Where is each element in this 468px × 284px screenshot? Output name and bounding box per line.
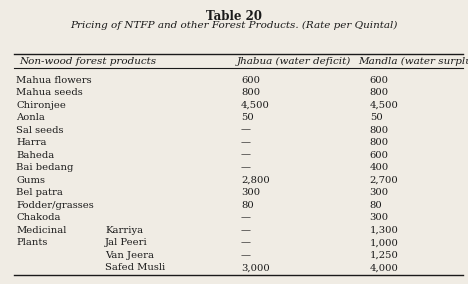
- Text: 300: 300: [370, 188, 389, 197]
- Text: —: —: [241, 238, 251, 247]
- Text: —: —: [241, 126, 251, 135]
- Text: 600: 600: [370, 151, 389, 160]
- Text: Pricing of NTFP and other Forest Products. (Rate per Quintal): Pricing of NTFP and other Forest Product…: [70, 21, 398, 30]
- Text: Table 20: Table 20: [206, 10, 262, 23]
- Text: 80: 80: [370, 201, 382, 210]
- Text: 800: 800: [370, 88, 389, 97]
- Text: 800: 800: [370, 126, 389, 135]
- Text: 3,000: 3,000: [241, 263, 270, 272]
- Text: —: —: [241, 251, 251, 260]
- Text: 2,800: 2,800: [241, 176, 270, 185]
- Text: Baheda: Baheda: [16, 151, 55, 160]
- Text: 800: 800: [370, 138, 389, 147]
- Text: Mahua seeds: Mahua seeds: [16, 88, 83, 97]
- Text: 4,500: 4,500: [241, 101, 270, 110]
- Text: 1,250: 1,250: [370, 251, 399, 260]
- Text: 1,000: 1,000: [370, 238, 399, 247]
- Text: Chakoda: Chakoda: [16, 213, 61, 222]
- Text: —: —: [241, 138, 251, 147]
- Text: —: —: [241, 213, 251, 222]
- Text: Safed Musli: Safed Musli: [105, 263, 166, 272]
- Text: Jal Peeri: Jal Peeri: [105, 238, 148, 247]
- Text: 1,300: 1,300: [370, 226, 399, 235]
- Text: Non-wood forest products: Non-wood forest products: [19, 57, 156, 66]
- Text: Bel patra: Bel patra: [16, 188, 63, 197]
- Text: 800: 800: [241, 88, 260, 97]
- Text: 600: 600: [241, 76, 260, 85]
- Text: Van Jeera: Van Jeera: [105, 251, 154, 260]
- Text: 4,500: 4,500: [370, 101, 399, 110]
- Text: 600: 600: [370, 76, 389, 85]
- Text: 400: 400: [370, 163, 389, 172]
- Text: Fodder/grasses: Fodder/grasses: [16, 201, 94, 210]
- Text: Chironjee: Chironjee: [16, 101, 66, 110]
- Text: 2,700: 2,700: [370, 176, 398, 185]
- Text: Gums: Gums: [16, 176, 45, 185]
- Text: Medicinal: Medicinal: [16, 226, 67, 235]
- Text: 50: 50: [241, 113, 254, 122]
- Text: —: —: [241, 226, 251, 235]
- Text: Mandla (water surplus): Mandla (water surplus): [358, 57, 468, 66]
- Text: 50: 50: [370, 113, 382, 122]
- Text: Sal seeds: Sal seeds: [16, 126, 64, 135]
- Text: Plants: Plants: [16, 238, 48, 247]
- Text: Bai bedang: Bai bedang: [16, 163, 74, 172]
- Text: Karriya: Karriya: [105, 226, 143, 235]
- Text: Harra: Harra: [16, 138, 47, 147]
- Text: —: —: [241, 163, 251, 172]
- Text: Mahua flowers: Mahua flowers: [16, 76, 92, 85]
- Text: 300: 300: [370, 213, 389, 222]
- Text: 300: 300: [241, 188, 260, 197]
- Text: —: —: [241, 151, 251, 160]
- Text: 4,000: 4,000: [370, 263, 399, 272]
- Text: Aonla: Aonla: [16, 113, 45, 122]
- Text: Jhabua (water deficit): Jhabua (water deficit): [236, 57, 351, 66]
- Text: 80: 80: [241, 201, 254, 210]
